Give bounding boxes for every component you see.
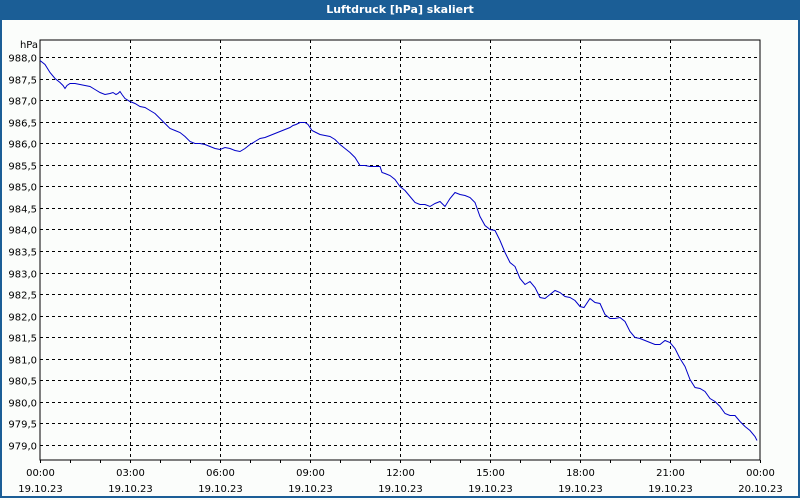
y-tick-label: 984,5 bbox=[8, 205, 37, 216]
y-tick-label: 986,5 bbox=[8, 119, 37, 130]
x-tick-date-label: 19.10.23 bbox=[648, 484, 693, 495]
x-tick-date-label: 19.10.23 bbox=[558, 484, 603, 495]
grid-lines bbox=[40, 40, 760, 460]
x-tick-date-label: 19.10.23 bbox=[108, 484, 153, 495]
y-tick-label: 983,5 bbox=[8, 248, 37, 259]
x-tick-time-label: 03:00 bbox=[116, 468, 145, 479]
x-tick-time-label: 15:00 bbox=[476, 468, 505, 479]
x-tick-date-label: 19.10.23 bbox=[378, 484, 423, 495]
x-tick-date-label: 20.10.23 bbox=[738, 484, 783, 495]
y-tick-label: 987,5 bbox=[8, 76, 37, 87]
x-tick-time-label: 09:00 bbox=[296, 468, 325, 479]
x-tick-time-label: 12:00 bbox=[386, 468, 415, 479]
x-axis-ticks: 00:00 19.10.23 03:00 19.10.23 06:00 19.10.23 0… bbox=[18, 460, 783, 495]
plot-area-border bbox=[39, 39, 761, 461]
y-tick-label: 988,0 bbox=[8, 54, 37, 65]
x-tick-date-label: 19.10.23 bbox=[18, 484, 63, 495]
pressure-series-line bbox=[39, 60, 758, 441]
y-tick-label: 982,0 bbox=[8, 313, 37, 324]
y-tick-label: 979,5 bbox=[8, 420, 37, 431]
y-tick-label: 986,0 bbox=[8, 140, 37, 151]
chart-title: Luftdruck [hPa] skaliert bbox=[0, 0, 800, 20]
x-tick-time-label: 21:00 bbox=[656, 468, 685, 479]
y-tick-label: 981,5 bbox=[8, 334, 37, 345]
y-tick-label: 985,5 bbox=[8, 162, 37, 173]
x-tick-time-label: 06:00 bbox=[206, 468, 235, 479]
x-tick-time-label: 00:00 bbox=[26, 468, 55, 479]
y-axis-ticks: 988,0 987,5 987,0 986,5 986,0 985,5 985,0 984,5… bbox=[8, 54, 37, 453]
y-tick-label: 983,0 bbox=[8, 270, 37, 281]
x-tick-date-label: 19.10.23 bbox=[468, 484, 513, 495]
y-tick-label: 980,5 bbox=[8, 377, 37, 388]
y-tick-label: 987,0 bbox=[8, 97, 37, 108]
y-tick-label: 980,0 bbox=[8, 399, 37, 410]
x-tick-time-label: 18:00 bbox=[566, 468, 595, 479]
y-tick-label: 984,0 bbox=[8, 226, 37, 237]
y-tick-label: 981,0 bbox=[8, 356, 37, 367]
y-tick-label: 985,0 bbox=[8, 183, 37, 194]
x-tick-date-label: 19.10.23 bbox=[198, 484, 243, 495]
x-tick-time-label: 00:00 bbox=[746, 468, 775, 479]
y-axis-unit-label: hPa bbox=[20, 40, 38, 51]
y-tick-label: 979,0 bbox=[8, 442, 37, 453]
x-tick-date-label: 19.10.23 bbox=[288, 484, 333, 495]
y-tick-label: 982,5 bbox=[8, 291, 37, 302]
